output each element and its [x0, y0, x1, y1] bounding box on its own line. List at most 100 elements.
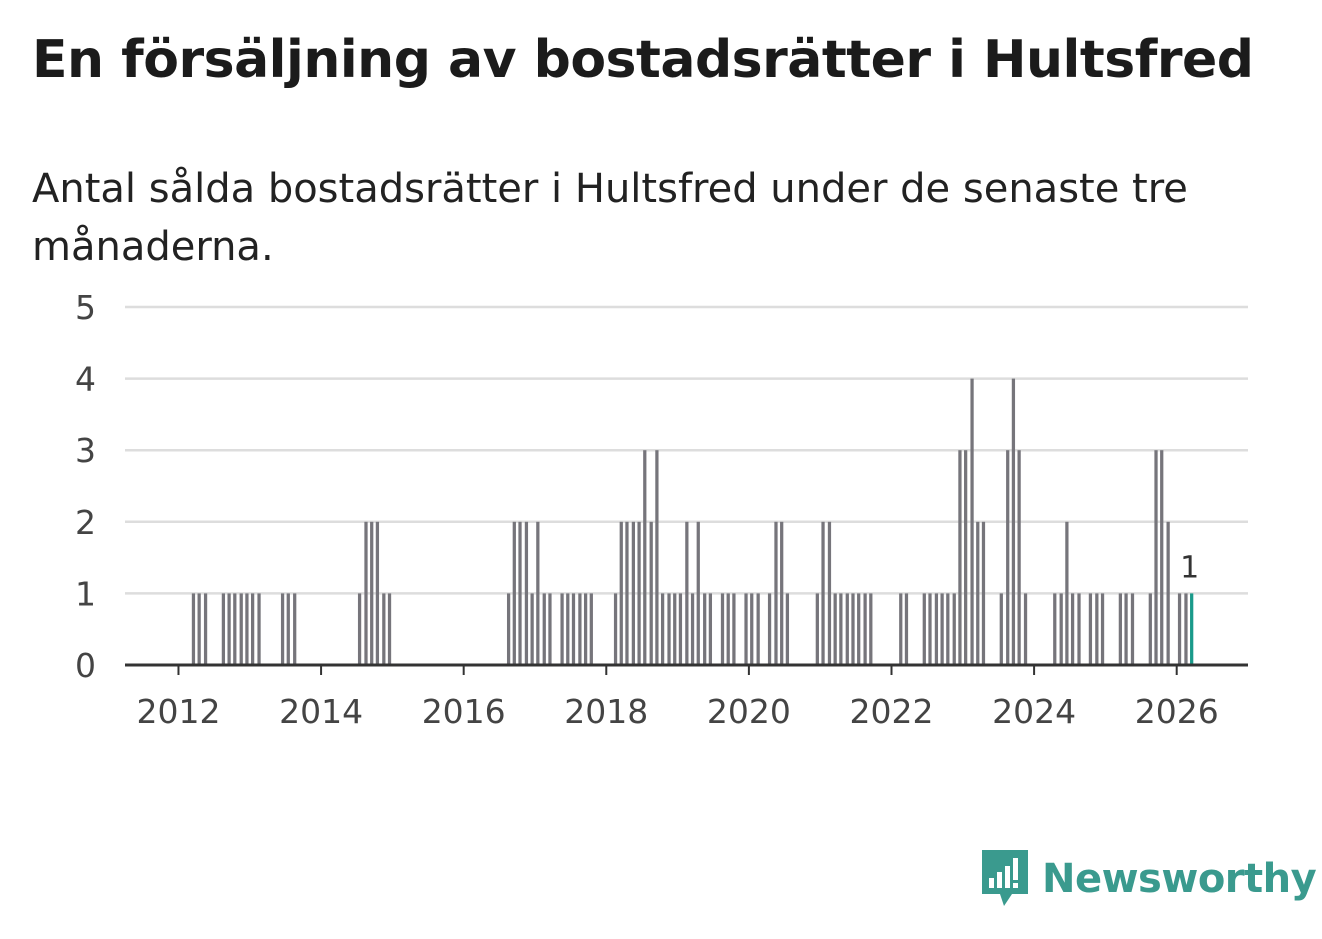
bar — [999, 593, 1003, 665]
bar — [732, 593, 736, 665]
bar — [571, 593, 576, 665]
bar — [833, 593, 837, 665]
bar — [530, 593, 534, 665]
bar — [293, 593, 297, 665]
bar — [767, 593, 772, 665]
bar — [1100, 593, 1105, 665]
bar — [619, 521, 623, 665]
bar — [863, 593, 867, 665]
x-tick-label: 2020 — [707, 692, 791, 731]
bars — [191, 378, 1194, 665]
x-tick-label: 2016 — [422, 692, 506, 731]
bar — [191, 593, 196, 665]
bar — [257, 593, 261, 665]
bar — [1124, 593, 1128, 665]
bar — [370, 521, 374, 665]
bar — [845, 593, 849, 665]
bar — [613, 593, 618, 665]
bar — [1059, 593, 1063, 665]
y-tick-label: 3 — [75, 431, 96, 470]
bar — [821, 521, 825, 665]
bar — [1184, 593, 1188, 665]
bar — [696, 521, 700, 665]
bar — [233, 593, 237, 665]
axes: 0 1 2 3 4 5 1 2012 2014 2016 2018 2020 2022 2024 2026 — [75, 288, 1248, 731]
bar — [1006, 450, 1010, 665]
bar — [578, 593, 582, 665]
bar — [952, 593, 956, 665]
bar — [1130, 593, 1135, 665]
bar — [1148, 593, 1152, 665]
bar — [750, 593, 754, 665]
bar — [780, 521, 784, 665]
bar — [357, 593, 362, 665]
bar — [548, 593, 552, 665]
bar — [1023, 593, 1028, 665]
bar — [720, 593, 725, 665]
bar — [958, 450, 962, 665]
bar — [227, 593, 231, 665]
bar — [815, 593, 819, 665]
bar — [512, 521, 516, 665]
bar — [1077, 593, 1081, 665]
chart-subtitle: Antal sålda bostadsrätter i Hultsfred un… — [32, 166, 1188, 270]
bar — [637, 521, 641, 665]
x-tick-label: 2024 — [992, 692, 1076, 731]
y-tick-label: 2 — [75, 503, 96, 542]
newsworthy-logo: Newsworthy — [980, 848, 1317, 910]
bar — [375, 521, 380, 665]
x-tick-label: 2022 — [849, 692, 933, 731]
bar — [940, 593, 944, 665]
bar — [1053, 593, 1057, 665]
bar — [756, 593, 760, 665]
bar — [690, 593, 695, 665]
bar — [774, 521, 778, 665]
bar — [678, 593, 683, 665]
bar-chart-speech-bubble-icon — [982, 850, 1028, 906]
bar — [536, 521, 540, 665]
x-tick-label: 2026 — [1135, 692, 1219, 731]
bar — [1095, 593, 1099, 665]
bar — [524, 521, 529, 665]
bar — [964, 450, 968, 665]
bar — [583, 593, 588, 665]
x-tick-label: 2014 — [279, 692, 363, 731]
bar — [542, 593, 546, 665]
bar — [649, 521, 653, 665]
x-tick-label: 2018 — [564, 692, 648, 731]
bar — [560, 593, 564, 665]
bar — [631, 521, 636, 665]
bar — [280, 593, 285, 665]
bar — [655, 450, 659, 665]
bar — [1011, 378, 1016, 665]
data-label: 1 — [1180, 550, 1199, 585]
chart-title: En försäljning av bostadsrätter i Hultsf… — [32, 30, 1254, 90]
bar — [857, 593, 861, 665]
bar — [1177, 593, 1182, 665]
bar — [364, 521, 368, 665]
bar — [518, 521, 522, 665]
bar — [660, 593, 665, 665]
bar — [1118, 593, 1122, 665]
bar — [643, 450, 647, 665]
bar — [251, 593, 255, 665]
y-tick-label: 5 — [75, 288, 96, 327]
bar — [1166, 521, 1170, 665]
bar — [589, 593, 593, 665]
bar — [203, 593, 208, 665]
bar — [239, 593, 243, 665]
bar — [703, 593, 707, 665]
bar — [904, 593, 909, 665]
bar — [667, 593, 671, 665]
bar — [387, 593, 392, 665]
bar — [245, 593, 249, 665]
bar — [1017, 450, 1021, 665]
bar — [946, 593, 950, 665]
brand-name: Newsworthy — [1042, 856, 1317, 902]
bar — [1088, 593, 1093, 665]
y-tick-label: 1 — [75, 574, 96, 613]
bar — [1070, 593, 1075, 665]
bar — [981, 521, 986, 665]
bar — [197, 593, 201, 665]
